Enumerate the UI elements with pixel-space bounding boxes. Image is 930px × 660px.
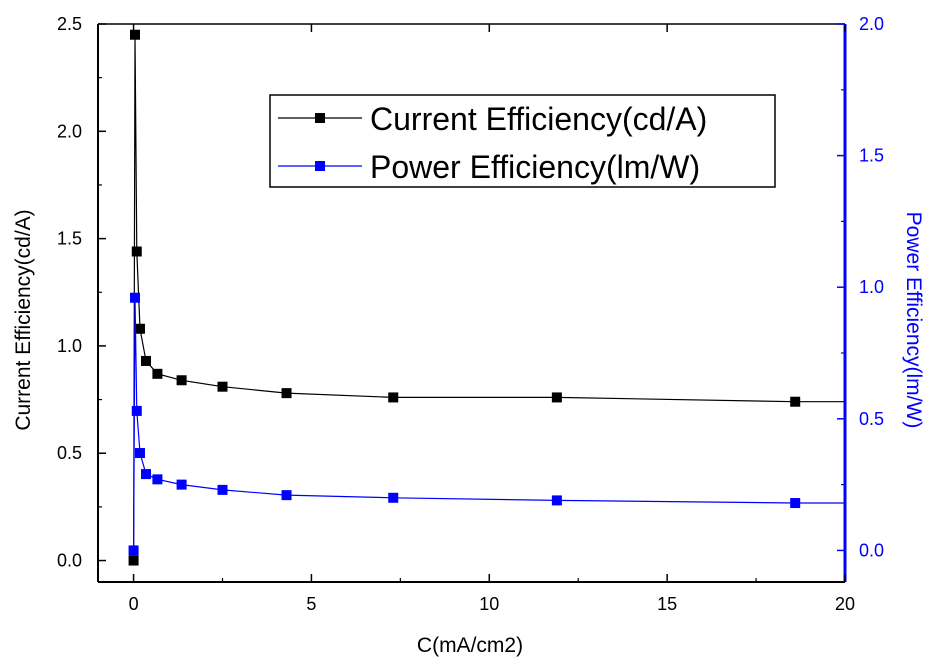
y-right-tick-label: 1.5 — [859, 146, 884, 166]
y-left-tick-label: 1.5 — [57, 229, 82, 249]
series-line-power — [133, 297, 845, 551]
y-right-tick-label: 0.0 — [859, 540, 884, 560]
data-point-current — [281, 388, 292, 399]
legend: Current Efficiency(cd/A) Power Efficienc… — [269, 94, 776, 188]
data-point-current — [551, 392, 562, 403]
x-tick-label: 5 — [306, 594, 316, 614]
data-point-current — [790, 396, 801, 407]
y-left-axis-title: Current Efficiency(cd/A) — [12, 209, 35, 430]
data-point-current — [134, 323, 145, 334]
data-point-power — [129, 292, 140, 303]
data-point-current — [152, 368, 163, 379]
x-axis-title: C(mA/cm2) — [417, 634, 523, 657]
data-point-power — [551, 495, 562, 506]
legend-label-current: Current Efficiency(cd/A) — [370, 101, 707, 137]
data-point-power — [128, 545, 139, 556]
data-point-current — [131, 246, 142, 257]
data-point-power — [152, 474, 163, 485]
y-right-axis-title: Power Efficiency(lm/W) — [902, 212, 925, 429]
y-right-tick-label: 0.5 — [859, 409, 884, 429]
data-point-current — [388, 392, 399, 403]
y-left-tick-label: 1.0 — [57, 336, 82, 356]
x-tick-label: 0 — [129, 594, 139, 614]
y-left-tick-label: 0.5 — [57, 443, 82, 463]
y-left-tick-label: 0.0 — [57, 551, 82, 571]
series-layer — [128, 29, 845, 566]
data-point-current — [176, 375, 187, 386]
data-point-power — [131, 405, 142, 416]
data-point-power — [281, 490, 292, 501]
legend-label-power: Power Efficiency(lm/W) — [370, 149, 700, 185]
data-point-power — [134, 448, 145, 459]
data-point-power — [217, 484, 228, 495]
data-point-current — [129, 29, 140, 40]
y-right-tick-label: 1.0 — [859, 277, 884, 297]
y-left-tick-label: 2.5 — [57, 14, 82, 34]
legend-marker-power — [315, 161, 325, 171]
x-tick-label: 20 — [835, 594, 855, 614]
y-right-tick-label: 2.0 — [859, 14, 884, 34]
data-point-power — [790, 498, 801, 509]
data-point-power — [176, 479, 187, 490]
x-tick-label: 10 — [479, 594, 499, 614]
data-point-power — [141, 469, 152, 480]
y-left-tick-label: 2.0 — [57, 121, 82, 141]
data-point-current — [141, 355, 152, 366]
x-tick-label: 15 — [657, 594, 677, 614]
data-point-current — [217, 381, 228, 392]
axes-layer: 0 5 10 15 20 0.0 0.5 1.0 1.5 2.0 2.5 0.0 0.5 1.0 1.5 2.… — [57, 14, 884, 614]
legend-box — [269, 94, 776, 188]
legend-marker-current — [315, 113, 325, 123]
data-point-current — [128, 555, 139, 566]
data-point-power — [388, 492, 399, 503]
